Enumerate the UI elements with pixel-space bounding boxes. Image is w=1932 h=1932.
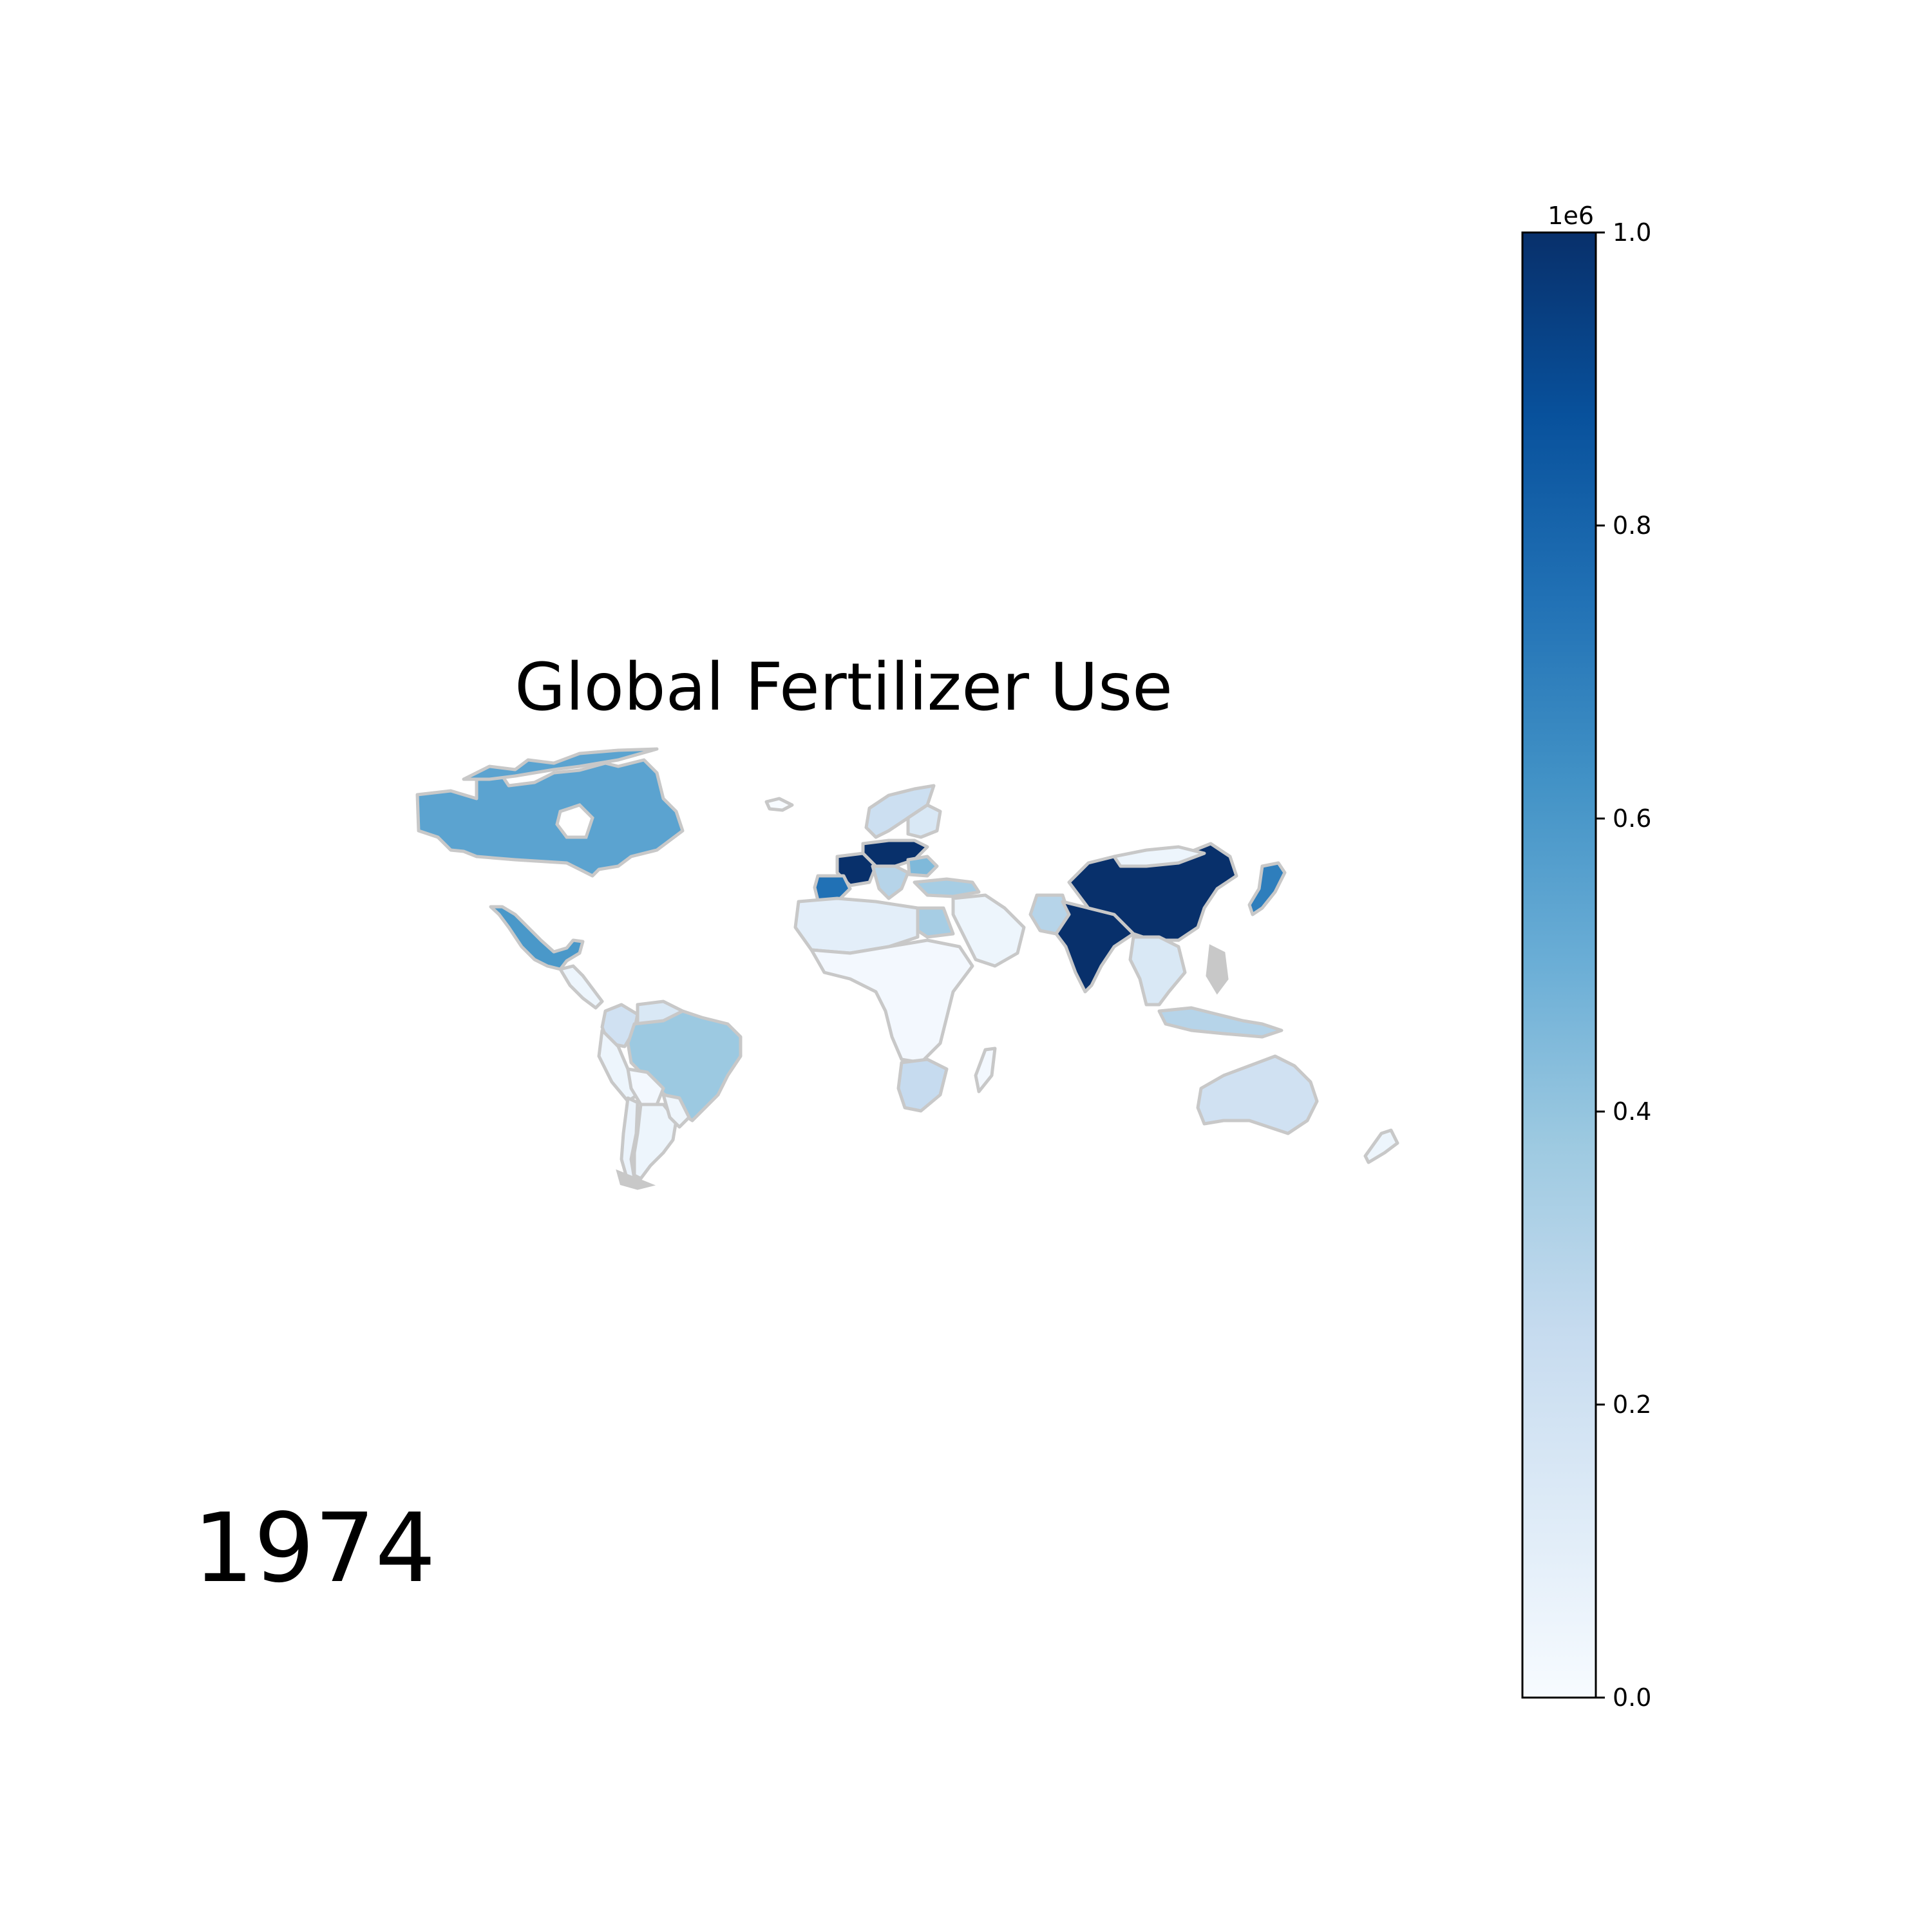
- region-finland: [906, 803, 942, 839]
- region-australia: [1196, 1054, 1319, 1135]
- region-greenland: [764, 797, 794, 812]
- region-uruguay-paraguay: [661, 1093, 691, 1129]
- region-peru: [597, 1028, 639, 1103]
- region-middle-east: [951, 893, 1026, 968]
- region-romania: [906, 855, 939, 878]
- region-canada-arctic: [462, 747, 659, 781]
- map-title: Global Fertilizer Use: [515, 649, 1173, 726]
- region-japan: [1247, 861, 1287, 916]
- region-mexico: [489, 905, 585, 971]
- region-turkey: [913, 877, 981, 898]
- region-sub-saharan-africa: [810, 938, 974, 1065]
- region-north-africa: [793, 896, 920, 955]
- region-central-america: [558, 964, 604, 1010]
- region-canada: [415, 758, 685, 878]
- region-south-africa: [896, 1057, 949, 1113]
- region-madagascar: [974, 1046, 997, 1094]
- region-egypt: [916, 906, 955, 939]
- region-italy-central-europe: [871, 864, 910, 900]
- year-label: 1974: [193, 1493, 436, 1604]
- region-france: [835, 851, 878, 887]
- region-indonesia: [1157, 1006, 1283, 1039]
- region-southeast-asia: [1128, 935, 1187, 1007]
- region-mongolia: [1112, 845, 1206, 868]
- region-new-zealand: [1363, 1128, 1399, 1164]
